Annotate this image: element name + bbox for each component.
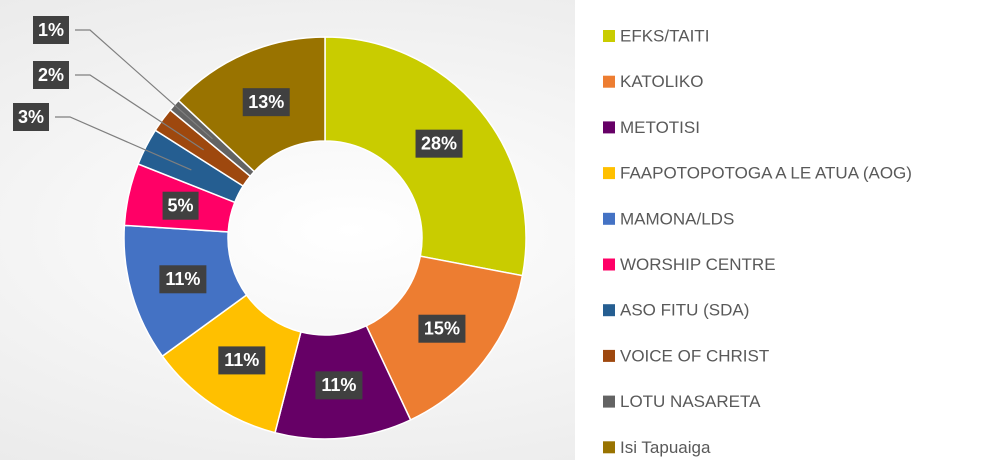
- data-label: 3%: [18, 107, 44, 127]
- legend-swatch: [603, 349, 615, 362]
- leader-line: [55, 116, 192, 171]
- legend-label: METOTISI: [620, 118, 700, 137]
- legend-swatch: [603, 30, 615, 42]
- legend-swatch: [603, 441, 615, 454]
- label-box: [33, 16, 69, 44]
- data-label: 11%: [321, 375, 356, 395]
- data-label: 28%: [421, 133, 457, 153]
- label-box: [315, 371, 363, 400]
- data-label: 1%: [38, 20, 64, 40]
- legend-label: WORSHIP CENTRE: [620, 255, 776, 274]
- legend-label: EFKS/TAITI: [620, 26, 709, 45]
- legend-label: FAAPOTOPOTOGA A LE ATUA (AOG): [620, 164, 912, 183]
- legend-swatch: [603, 395, 615, 408]
- legend-swatch: [603, 167, 615, 180]
- legend-swatch: [603, 121, 615, 134]
- label-box: [415, 129, 463, 158]
- legend-label: MAMONA/LDS: [620, 209, 734, 228]
- label-box: [33, 61, 69, 89]
- label-box: [13, 103, 49, 131]
- label-box: [159, 265, 207, 294]
- legend-swatch: [603, 304, 615, 317]
- legend-label: Isi Tapuaiga: [620, 438, 711, 457]
- legend-label: LOTU NASARETA: [620, 392, 761, 411]
- legend-swatch: [603, 212, 615, 225]
- leader-line: [75, 29, 213, 140]
- label-box: [242, 88, 290, 117]
- data-label: 11%: [165, 269, 200, 289]
- data-label: 2%: [38, 65, 64, 85]
- legend-label: KATOLIKO: [620, 72, 703, 91]
- legend-swatch: [603, 75, 615, 88]
- legend-label: ASO FITU (SDA): [620, 301, 749, 320]
- label-box: [218, 346, 266, 375]
- data-label: 15%: [424, 318, 460, 338]
- legend-label: VOICE OF CHRIST: [620, 346, 769, 365]
- label-box: [162, 191, 199, 220]
- data-label: 13%: [248, 92, 284, 112]
- legend-swatch: [603, 258, 615, 271]
- legend-panel: [575, 0, 1004, 460]
- leader-line: [75, 74, 204, 151]
- label-box: [418, 314, 466, 343]
- data-label: 11%: [224, 350, 259, 370]
- data-label: 5%: [168, 195, 194, 215]
